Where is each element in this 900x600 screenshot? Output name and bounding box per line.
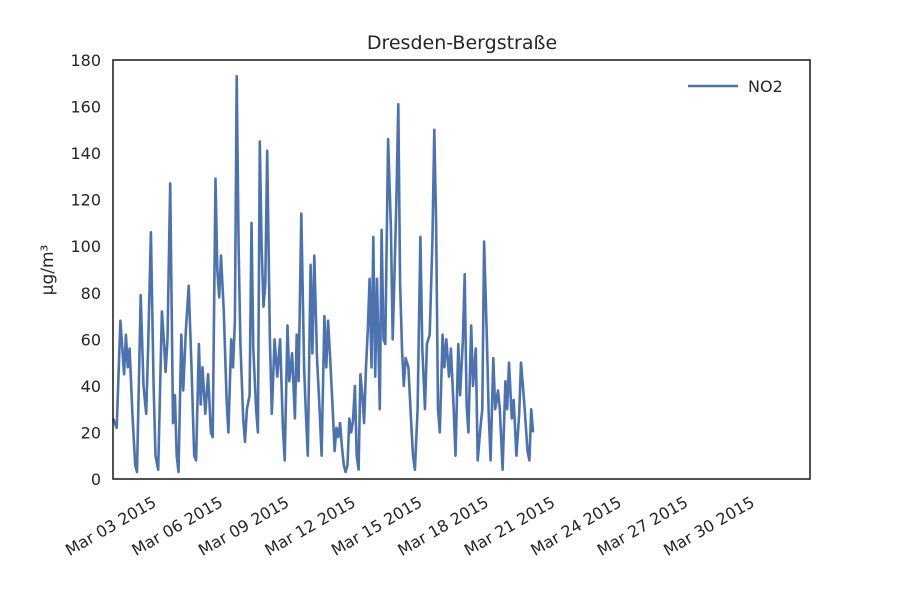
chart-title: Dresden-Bergstraße [367,32,557,54]
y-tick-label: 80 [81,284,101,303]
plot-frame [112,59,811,480]
legend: NO2 [688,77,783,96]
y-tick-label: 0 [91,470,101,489]
y-axis-label: µg/m³ [38,245,58,296]
y-tick-label: 140 [70,144,101,163]
legend-label-no2: NO2 [748,77,783,96]
y-tick-label: 160 [70,98,101,117]
y-axis: 0 20 40 60 80 100 120 140 160 180 [70,51,101,489]
y-tick-label: 40 [81,377,101,396]
series-line-no2 [111,75,535,474]
y-tick-label: 180 [70,51,101,70]
plot-area [111,75,535,474]
y-tick-label: 60 [81,330,101,349]
y-tick-label: 100 [70,237,101,256]
y-tick-label: 20 [81,423,101,442]
y-tick-label: 120 [70,191,101,210]
